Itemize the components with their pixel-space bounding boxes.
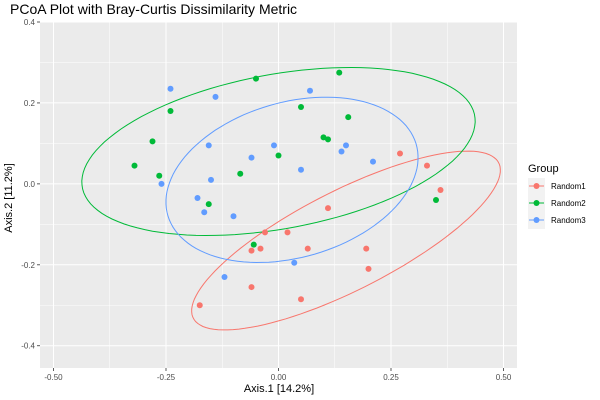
legend-key-point: [533, 183, 540, 189]
y-tick-label: 0.4: [24, 18, 36, 27]
point-random1: [304, 245, 311, 252]
legend-label-random3: Random3: [551, 216, 586, 225]
point-random2: [167, 108, 174, 115]
point-random2: [131, 162, 138, 169]
point-random1: [437, 186, 444, 193]
y-tick-label: 0.0: [24, 180, 36, 189]
y-axis-ticks: -0.4 -0.2 0.0 0.2 0.4: [21, 18, 40, 351]
point-random3: [307, 87, 313, 94]
x-tick-label: -0.25: [157, 373, 176, 382]
point-random2: [336, 69, 343, 76]
point-random3: [194, 195, 201, 202]
legend-key-point: [533, 200, 540, 206]
x-tick-label: 0.50: [496, 373, 512, 382]
point-random2: [325, 136, 331, 143]
point-random3: [205, 142, 212, 149]
point-random1: [424, 162, 430, 169]
legend-label-random1: Random1: [551, 182, 586, 191]
ellipse-random2: [81, 66, 476, 237]
y-tick-label: -0.2: [21, 261, 35, 270]
x-tick-label: 0.25: [383, 373, 399, 382]
x-axis-title: Axis.1 [14.2%]: [244, 383, 314, 395]
point-random2: [275, 152, 282, 159]
point-random1: [248, 284, 255, 291]
ellipse-random1: [191, 150, 501, 331]
point-random2: [345, 114, 352, 121]
point-random2: [433, 197, 439, 204]
chart-title: PCoA Plot with Bray-Curtis Dissimilarity…: [10, 1, 297, 17]
point-random3: [221, 273, 228, 280]
legend-title: Group: [528, 163, 559, 175]
point-random3: [212, 93, 219, 100]
x-tick-label: -0.50: [44, 373, 63, 382]
point-random3: [230, 213, 237, 220]
legend-key-point: [533, 217, 540, 223]
legend-label-random2: Random2: [551, 199, 586, 208]
point-random3: [208, 176, 214, 183]
point-random2: [250, 241, 257, 248]
point-random3: [248, 154, 255, 161]
point-random3: [271, 142, 277, 149]
point-random1: [325, 205, 331, 212]
point-random1: [262, 229, 268, 236]
x-tick-label: 0.00: [271, 373, 287, 382]
legend-items: Random1 Random2 Random3: [528, 178, 586, 229]
point-random2: [320, 134, 327, 141]
point-random1: [298, 296, 304, 303]
point-random2: [298, 103, 304, 110]
point-random3: [343, 142, 349, 149]
y-tick-label: -0.4: [21, 342, 35, 351]
point-random1: [196, 302, 203, 309]
point-random3: [338, 148, 345, 155]
point-random3: [158, 180, 165, 187]
point-random1: [365, 265, 372, 272]
point-random1: [284, 229, 291, 236]
ellipse-random3: [165, 96, 419, 264]
point-random2: [237, 170, 244, 177]
legend: Group Random1 Random2 Random3: [528, 163, 586, 229]
point-random1: [248, 247, 255, 254]
point-random2: [149, 138, 156, 145]
point-random3: [291, 259, 298, 266]
point-random1: [257, 245, 264, 252]
point-random1: [397, 150, 403, 157]
point-random1: [363, 245, 370, 252]
x-axis-ticks: -0.50 -0.25 0.00 0.25 0.50: [44, 368, 512, 382]
point-random2: [156, 172, 163, 179]
point-random3: [298, 166, 304, 173]
point-random3: [167, 85, 174, 92]
data-points: [131, 69, 444, 309]
point-random3: [370, 158, 376, 165]
y-axis-title: Axis.2 [11.2%]: [3, 163, 15, 233]
point-random3: [201, 209, 208, 216]
confidence-ellipses: [81, 66, 501, 331]
y-tick-label: 0.2: [24, 99, 36, 108]
point-random2: [253, 75, 259, 82]
point-random2: [205, 201, 212, 208]
